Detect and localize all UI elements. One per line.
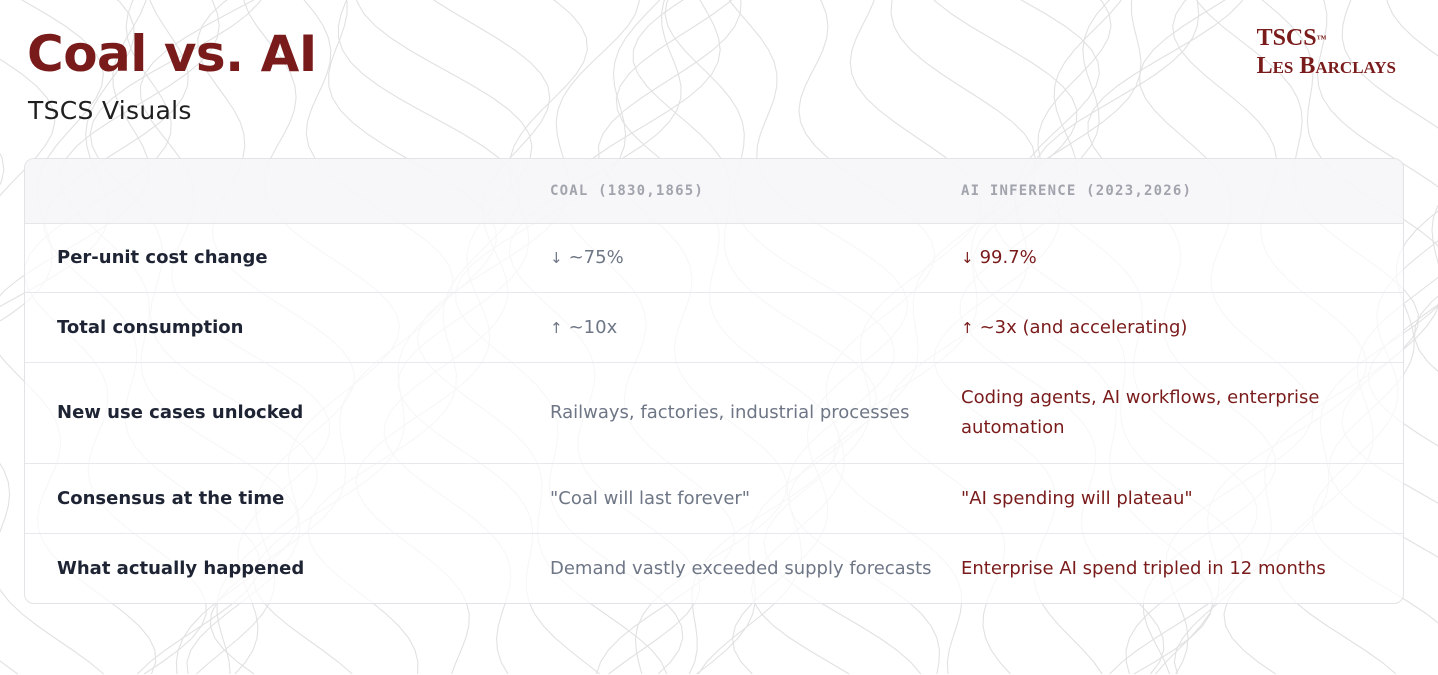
coal-value: ↓ ~75% <box>550 243 940 273</box>
arrow-up-icon: ↑ <box>961 318 974 337</box>
coal-value: ↑ ~10x <box>550 313 940 343</box>
contour-line <box>0 58 56 197</box>
comparison-table: COAL (1830,1865) AI INFERENCE (2023,2026… <box>24 158 1404 604</box>
header-coal: COAL (1830,1865) <box>550 183 705 199</box>
table-header-row: COAL (1830,1865) AI INFERENCE (2023,2026… <box>25 159 1403 224</box>
contour-line <box>1328 0 1438 558</box>
row-label: Consensus at the time <box>57 487 285 509</box>
brand-logo: TSCS™ Les Barclays <box>1257 24 1396 80</box>
ai-value: Coding agents, AI workflows, enterprise … <box>961 387 1320 438</box>
coal-value-text: ~75% <box>568 246 624 268</box>
ai-value: Enterprise AI spend tripled in 12 months <box>961 557 1326 579</box>
arrow-down-icon: ↓ <box>550 248 563 267</box>
coal-value-text: ~10x <box>568 316 618 338</box>
coal-value: Demand vastly exceeded supply forecasts <box>550 557 932 579</box>
row-label: What actually happened <box>57 557 305 579</box>
contour-line <box>0 0 104 675</box>
brand-author: Les Barclays <box>1256 53 1396 79</box>
arrow-down-icon: ↓ <box>961 248 974 267</box>
page-title: Coal vs. AI <box>27 25 317 83</box>
table-row-outcome: What actually happened Demand vastly exc… <box>25 534 1403 603</box>
contour-line <box>1341 204 1438 504</box>
contour-line <box>0 0 135 675</box>
coal-value: Railways, factories, industrial processe… <box>550 402 910 423</box>
brand-name: TSCS <box>1256 25 1317 51</box>
ai-value-text: 99.7% <box>979 246 1037 268</box>
ai-value-text: ~3x (and accelerating) <box>979 316 1188 338</box>
ai-value: ↑ ~3x (and accelerating) <box>961 313 1361 343</box>
page-subtitle: TSCS Visuals <box>28 96 192 125</box>
coal-value: "Coal will last forever" <box>550 487 751 509</box>
arrow-up-icon: ↑ <box>550 318 563 337</box>
table-row-consensus: Consensus at the time "Coal will last fo… <box>25 464 1403 534</box>
ai-value: "AI spending will plateau" <box>961 487 1193 509</box>
table-row-cost: Per-unit cost change ↓ ~75% ↓ 99.7% <box>25 223 1403 293</box>
row-label: New use cases unlocked <box>57 402 304 423</box>
brand-trademark: ™ <box>1316 34 1327 45</box>
row-label: Total consumption <box>57 316 244 338</box>
table-row-use-cases: New use cases unlocked Railways, factori… <box>25 363 1403 464</box>
contour-line <box>1413 295 1438 373</box>
header-ai-inference: AI INFERENCE (2023,2026) <box>961 183 1193 199</box>
table-row-consumption: Total consumption ↑ ~10x ↑ ~3x (and accele… <box>25 293 1403 363</box>
brand-name-line: TSCS™ <box>1257 24 1396 52</box>
ai-value: ↓ 99.7% <box>961 243 1361 273</box>
row-label: Per-unit cost change <box>57 246 268 268</box>
